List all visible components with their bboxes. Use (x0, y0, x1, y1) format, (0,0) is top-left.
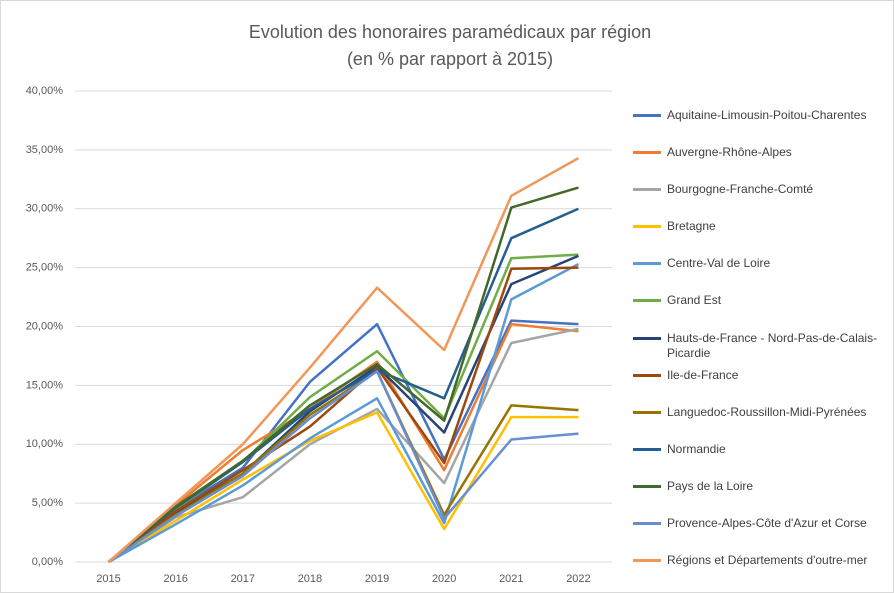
legend-swatch (633, 521, 661, 525)
series-line (107, 411, 579, 564)
legend-item: Pays de la Loire (633, 479, 888, 494)
x-tick-label: 2015 (96, 573, 120, 585)
series-line (107, 157, 580, 563)
y-tick-label: 5,00% (32, 497, 63, 509)
x-tick-label: 2018 (298, 573, 322, 585)
x-tick-label: 2022 (566, 573, 590, 585)
legend-label: Ile-de-France (667, 367, 739, 382)
legend-item: Normandie (633, 442, 888, 457)
legend-item: Bretagne (633, 219, 888, 234)
legend-item: Auvergne-Rhône-Alpes (633, 145, 888, 160)
series-line (107, 186, 579, 563)
y-tick-label: 15,00% (26, 379, 64, 391)
x-tick-label: 2017 (231, 573, 255, 585)
y-tick-label: 0,00% (32, 556, 63, 568)
legend-label: Bretagne (667, 219, 716, 234)
legend-item: Centre-Val de Loire (633, 256, 888, 271)
legend: Aquitaine-Limousin-Poitou-Charentes Auver… (633, 0, 888, 593)
legend-swatch (633, 410, 661, 414)
chart-title: Evolution des honoraires paramédicaux pa… (249, 22, 651, 42)
legend-swatch (633, 484, 661, 488)
legend-item: Régions et Départements d'outre-mer (633, 553, 888, 568)
legend-label: Bourgogne-Franche-Comté (667, 182, 814, 197)
legend-label: Centre-Val de Loire (667, 256, 771, 271)
legend-label: Hauts-de-France - Nord-Pas-de-Calais-Pic… (667, 330, 878, 360)
legend-label: Languedoc-Roussillon-Midi-Pyrénées (667, 404, 867, 419)
y-tick-label: 40,00% (26, 85, 64, 97)
legend-swatch (633, 373, 661, 377)
legend-item: Languedoc-Roussillon-Midi-Pyrénées (633, 405, 888, 420)
legend-label: Pays de la Loire (667, 478, 754, 493)
legend-swatch (633, 262, 661, 266)
legend-swatch (633, 114, 661, 117)
x-tick-label: 2020 (432, 573, 456, 585)
x-tick-label: 2016 (163, 573, 187, 585)
legend-item: Provence-Alpes-Côte d'Azur et Corse (633, 516, 888, 531)
legend-swatch (633, 188, 661, 192)
legend-label: Auvergne-Rhône-Alpes (667, 145, 792, 160)
x-tick-label: 2021 (499, 573, 523, 585)
legend-item: Aquitaine-Limousin-Poitou-Charentes (633, 108, 888, 123)
legend-item: Grand Est (633, 293, 888, 308)
legend-item: Ile-de-France (633, 368, 888, 383)
y-tick-label: 25,00% (26, 262, 64, 274)
legend-swatch (633, 447, 661, 451)
x-tick-label: 2019 (365, 573, 389, 585)
legend-label: Aquitaine-Limousin-Poitou-Charentes (667, 108, 867, 122)
legend-label: Normandie (667, 441, 726, 456)
legend-swatch (633, 225, 661, 229)
legend-swatch (633, 299, 661, 303)
legend-label: Régions et Départements d'outre-mer (667, 553, 868, 567)
legend-item: Hauts-de-France - Nord-Pas-de-Calais-Pic… (633, 331, 888, 361)
legend-item: Bourgogne-Franche-Comté (633, 182, 888, 197)
y-tick-label: 30,00% (26, 203, 64, 215)
y-tick-label: 20,00% (26, 320, 64, 332)
legend-label: Grand Est (667, 293, 722, 308)
y-tick-label: 35,00% (26, 144, 64, 156)
series-line (107, 262, 580, 564)
legend-label: Provence-Alpes-Côte d'Azur et Corse (667, 515, 867, 530)
legend-swatch (633, 559, 661, 562)
legend-swatch (633, 151, 661, 155)
series-line (107, 266, 579, 563)
legend-swatch (633, 336, 661, 340)
series-line (107, 369, 579, 564)
chart-subtitle: (en % par rapport à 2015) (347, 49, 553, 69)
y-tick-label: 10,00% (26, 438, 64, 450)
